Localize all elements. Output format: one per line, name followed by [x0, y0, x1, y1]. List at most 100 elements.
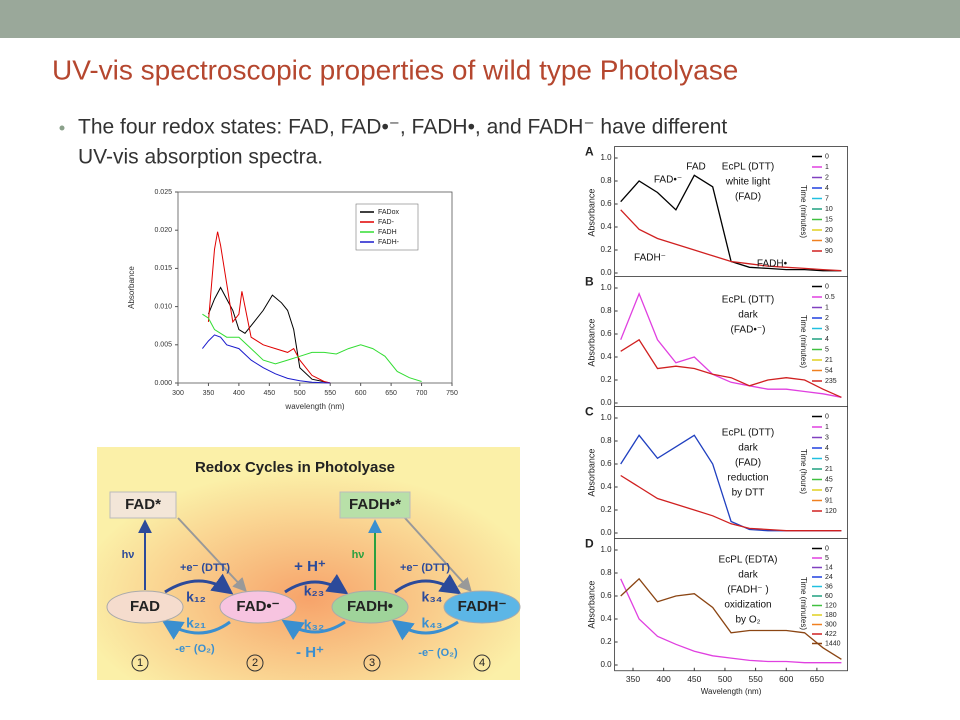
panel-frame: [614, 538, 848, 672]
diagram-label: 3: [369, 657, 375, 669]
diagram-label: +e⁻ (DTT): [400, 562, 450, 574]
legend-label: 67: [825, 487, 833, 494]
y-tick-label: 0.2: [600, 245, 612, 254]
legend-label: 21: [825, 466, 833, 473]
arrow: [284, 573, 349, 595]
y-tick-label: 0.8: [600, 568, 612, 577]
y-tick-label: 1.0: [600, 153, 612, 162]
legend-label: 24: [825, 574, 833, 581]
diagram-label: 4: [479, 657, 485, 669]
annotation: dark: [738, 570, 758, 581]
x-tick-label: 700: [416, 390, 428, 397]
x-tick-label: 350: [203, 390, 215, 397]
legend-label: 422: [825, 631, 837, 638]
annotation: (FAD): [735, 458, 761, 469]
node-label: FADH•*: [349, 496, 401, 513]
y-tick-label: 0.025: [154, 189, 172, 196]
figures: 300 350 400 450 500 550 600 650 700 7500.0000.005…: [106, 145, 848, 696]
step-circle: [363, 654, 381, 672]
data-line: [620, 578, 842, 664]
node-label: FAD*: [125, 496, 161, 513]
y-tick-label: 0.2: [600, 505, 612, 514]
legend-title: Time (minutes): [799, 577, 808, 630]
legend-label: 3: [825, 325, 829, 332]
step-circle: [246, 654, 264, 672]
annotation: FADH⁻: [634, 253, 666, 264]
legend-label: 91: [825, 497, 833, 504]
y-tick-label: 0.020: [154, 227, 172, 234]
legend-label: 0: [825, 413, 829, 420]
annotation: oxidization: [724, 600, 771, 611]
legend-label: 60: [825, 593, 833, 600]
y-tick-label: 0.8: [600, 306, 612, 315]
legend-label: 0: [825, 283, 829, 290]
y-tick-label: 0.4: [600, 352, 612, 361]
legend-label: FAD-: [378, 219, 395, 226]
y-axis-label: Absorbance: [586, 581, 596, 629]
legend-label: 120: [825, 602, 837, 609]
legend-title: Time (hours): [799, 449, 808, 494]
legend-label: 2: [825, 174, 829, 181]
diagram-label: + H⁺: [294, 558, 326, 575]
data-line: [620, 474, 842, 532]
legend-label: 2: [825, 315, 829, 322]
x-tick-label: 300: [172, 390, 184, 397]
legend-label: 0.5: [825, 294, 835, 301]
y-axis-label: Absorbance: [127, 266, 136, 309]
bullet-text: The four redox states: FAD, FAD•⁻, FADH•…: [78, 116, 727, 139]
diagram-label: - H⁺: [296, 644, 324, 661]
diagram-background: [97, 447, 520, 680]
y-tick-label: 0.000: [154, 380, 172, 387]
data-line: [620, 338, 842, 398]
top-bar: [0, 0, 960, 38]
panel-frame: [614, 146, 848, 280]
diagram-label: hν: [352, 549, 365, 561]
y-axis-label: Absorbance: [586, 449, 596, 497]
diagram-label: hν: [122, 549, 135, 561]
y-axis-label: Absorbance: [586, 189, 596, 237]
legend-label: 5: [825, 555, 829, 562]
legend-label: 235: [825, 378, 837, 385]
arrow: [164, 573, 234, 595]
annotation: white light: [725, 177, 771, 188]
data-line: [620, 577, 842, 660]
x-axis-label: wavelength (nm): [284, 402, 344, 411]
y-tick-label: 0.0: [600, 528, 612, 537]
annotation: EcPL (DTT): [722, 428, 774, 439]
legend-label: FADox: [378, 209, 400, 216]
node-label: FAD: [130, 598, 160, 615]
arrow: [177, 517, 247, 593]
node-box: [109, 491, 177, 519]
legend-label: 15: [825, 216, 833, 223]
x-tick-label: 500: [294, 390, 306, 397]
diagram-label: -e⁻ (O₂): [418, 647, 458, 659]
data-line: [202, 313, 422, 382]
legend-label: 120: [825, 508, 837, 515]
panel-frame: [614, 406, 848, 540]
panel-frame: [614, 276, 848, 410]
node-label: FAD•⁻: [236, 598, 279, 615]
step-circle: [131, 654, 149, 672]
panel-label: A: [585, 145, 594, 159]
legend-label: 7: [825, 195, 829, 202]
legend-label: FADH-: [378, 239, 400, 246]
x-tick-label: 600: [355, 390, 367, 397]
y-tick-label: 0.4: [600, 222, 612, 231]
legend-label: 5: [825, 455, 829, 462]
y-tick-label: 0.8: [600, 176, 612, 185]
annotation: FAD: [686, 162, 705, 173]
legend-label: 90: [825, 248, 833, 255]
y-tick-label: 0.6: [600, 591, 612, 600]
x-tick-label: 650: [810, 674, 824, 684]
y-tick-label: 0.0: [600, 398, 612, 407]
diagram-label: k₂₃: [304, 583, 324, 599]
x-tick-label: 550: [749, 674, 763, 684]
annotation: by DTT: [732, 488, 765, 499]
y-tick-label: 0.010: [154, 303, 172, 310]
annotation: FAD•⁻: [654, 175, 682, 186]
legend-label: 0: [825, 545, 829, 552]
x-tick-label: 450: [687, 674, 701, 684]
node-ellipse: [219, 590, 297, 624]
